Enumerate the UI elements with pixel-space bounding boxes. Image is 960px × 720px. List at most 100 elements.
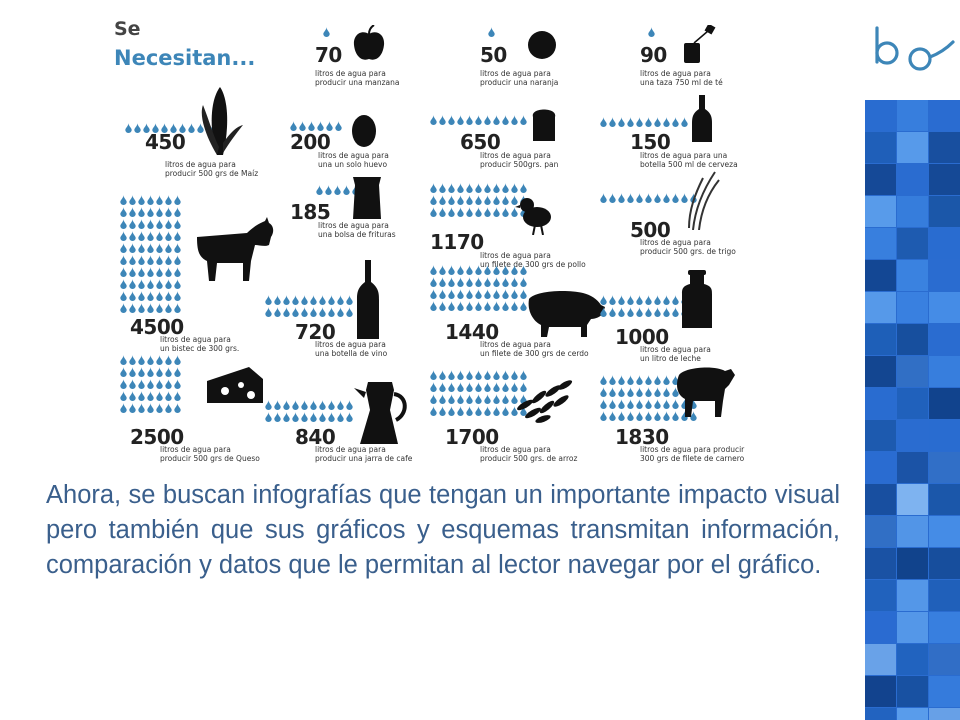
sidebar-tile	[865, 132, 896, 163]
water-caption: litros de agua para producir 500 grs. de …	[480, 445, 577, 463]
water-amount: 70	[315, 43, 342, 67]
sidebar-tile	[897, 324, 928, 355]
caption-line: litros de agua para una	[640, 151, 728, 160]
caption-line: una botella de vino	[315, 349, 388, 358]
sidebar-tile	[929, 708, 960, 720]
bo-logo-icon	[875, 26, 955, 71]
water-caption: litros de agua para producir 500grs. pan	[480, 151, 558, 169]
sheep-icon	[675, 365, 735, 421]
infographic-title-necesitan: Necesitan...	[114, 46, 256, 70]
sidebar-tile	[897, 356, 928, 387]
water-caption: litros de agua para producir una jarra de…	[315, 445, 412, 463]
sidebar-tile	[865, 644, 896, 675]
water-caption: litros de agua para producir una manzana	[315, 69, 399, 87]
caption-line: producir 500 grs. de trigo	[640, 247, 736, 256]
caption-line: producir 500 grs de Queso	[160, 454, 260, 463]
corn-icon	[195, 85, 245, 161]
sidebar-tile	[897, 548, 928, 579]
orange-icon	[526, 29, 558, 65]
water-amount: 1000	[615, 325, 669, 349]
egg-icon	[350, 110, 378, 152]
caption-line: una taza 750 ml de té	[640, 78, 723, 87]
sidebar-tile	[897, 196, 928, 227]
sidebar-tile	[929, 452, 960, 483]
water-footprint-infographic: Se Necesitan... 70 litros de agua para pro…	[110, 10, 750, 470]
caption-line: litros de agua para	[640, 345, 711, 354]
sidebar-tile	[865, 100, 896, 131]
water-caption: litros de agua para un filete de 300 grs …	[480, 251, 586, 269]
water-amount: 185	[290, 200, 331, 224]
water-amount: 200	[290, 130, 331, 154]
caption-line: litros de agua para producir	[640, 445, 745, 454]
water-amount: 50	[480, 43, 507, 67]
water-drop	[488, 27, 495, 37]
water-amount: 1700	[445, 425, 499, 449]
water-drops	[120, 355, 181, 413]
water-drops	[430, 265, 527, 311]
sidebar-tile	[865, 260, 896, 291]
water-drops	[430, 183, 527, 217]
water-caption: litros de agua para un filete de 300 grs …	[480, 340, 589, 358]
sidebar-tile	[897, 228, 928, 259]
caption-line: un filete de 300 grs de pollo	[480, 260, 586, 269]
caption-line: litros de agua para	[315, 445, 386, 454]
caption-line: producir una jarra de cafe	[315, 454, 413, 463]
water-amount: 4500	[130, 315, 184, 339]
caption-line: producir 500 grs de Maíz	[165, 169, 259, 178]
water-amount: 500	[630, 218, 671, 242]
sidebar-tile	[897, 292, 928, 323]
sidebar-tile	[929, 324, 960, 355]
sidebar-tile	[929, 580, 960, 611]
caption-line: una un solo huevo	[318, 160, 388, 169]
caption-line: litros de agua para	[480, 445, 551, 454]
chips-bag-icon	[350, 175, 384, 225]
water-drops	[120, 195, 181, 313]
chicken-icon	[515, 195, 555, 239]
apple-icon	[351, 24, 387, 67]
sidebar-tile	[897, 516, 928, 547]
water-caption: litros de agua para una taza 750 ml de té	[640, 69, 723, 87]
bread-icon	[530, 105, 558, 147]
sidebar-tile	[929, 548, 960, 579]
sidebar-tile	[929, 388, 960, 419]
sidebar-tile	[929, 164, 960, 195]
rice-icon	[515, 375, 575, 427]
sidebar-tile	[929, 516, 960, 547]
sidebar-tile	[929, 644, 960, 675]
sidebar-tile	[897, 388, 928, 419]
caption-line: litros de agua para	[315, 340, 386, 349]
caption-line: litros de agua para	[318, 221, 389, 230]
water-caption: litros de agua para una botella de vino	[315, 340, 387, 358]
sidebar-tile	[929, 612, 960, 643]
sidebar-tile	[865, 516, 896, 547]
sidebar-tile	[929, 260, 960, 291]
decorative-sidebar	[865, 0, 960, 720]
sidebar-tile	[865, 548, 896, 579]
sidebar-tile	[897, 484, 928, 515]
caption-line: litros de agua para	[165, 160, 236, 169]
caption-line: litros de agua para	[480, 340, 551, 349]
caption-line: litros de agua para	[480, 251, 551, 260]
water-amount: 720	[295, 320, 336, 344]
water-drops	[600, 193, 697, 203]
caption-line: un bistec de 300 grs.	[160, 344, 240, 353]
logo-box	[865, 0, 960, 100]
water-amount: 1170	[430, 230, 484, 254]
caption-line: botella 500 ml de cerveza	[640, 160, 738, 169]
sidebar-tile	[929, 356, 960, 387]
sidebar-tile	[897, 100, 928, 131]
beer-bottle-icon	[690, 95, 714, 147]
sidebar-tile	[865, 228, 896, 259]
cheese-icon	[205, 365, 265, 411]
sidebar-tile	[929, 676, 960, 707]
body-paragraph: Ahora, se buscan infografías que tengan …	[46, 481, 840, 579]
caption-line: litros de agua para	[480, 151, 551, 160]
water-caption: litros de agua para una un solo huevo	[318, 151, 389, 169]
water-amount: 2500	[130, 425, 184, 449]
water-caption: litros de agua para una bolsa de frituras	[318, 221, 396, 239]
caption-line: litros de agua para	[315, 69, 386, 78]
sidebar-tile	[929, 100, 960, 131]
water-drops	[265, 400, 353, 422]
sidebar-tile	[865, 580, 896, 611]
